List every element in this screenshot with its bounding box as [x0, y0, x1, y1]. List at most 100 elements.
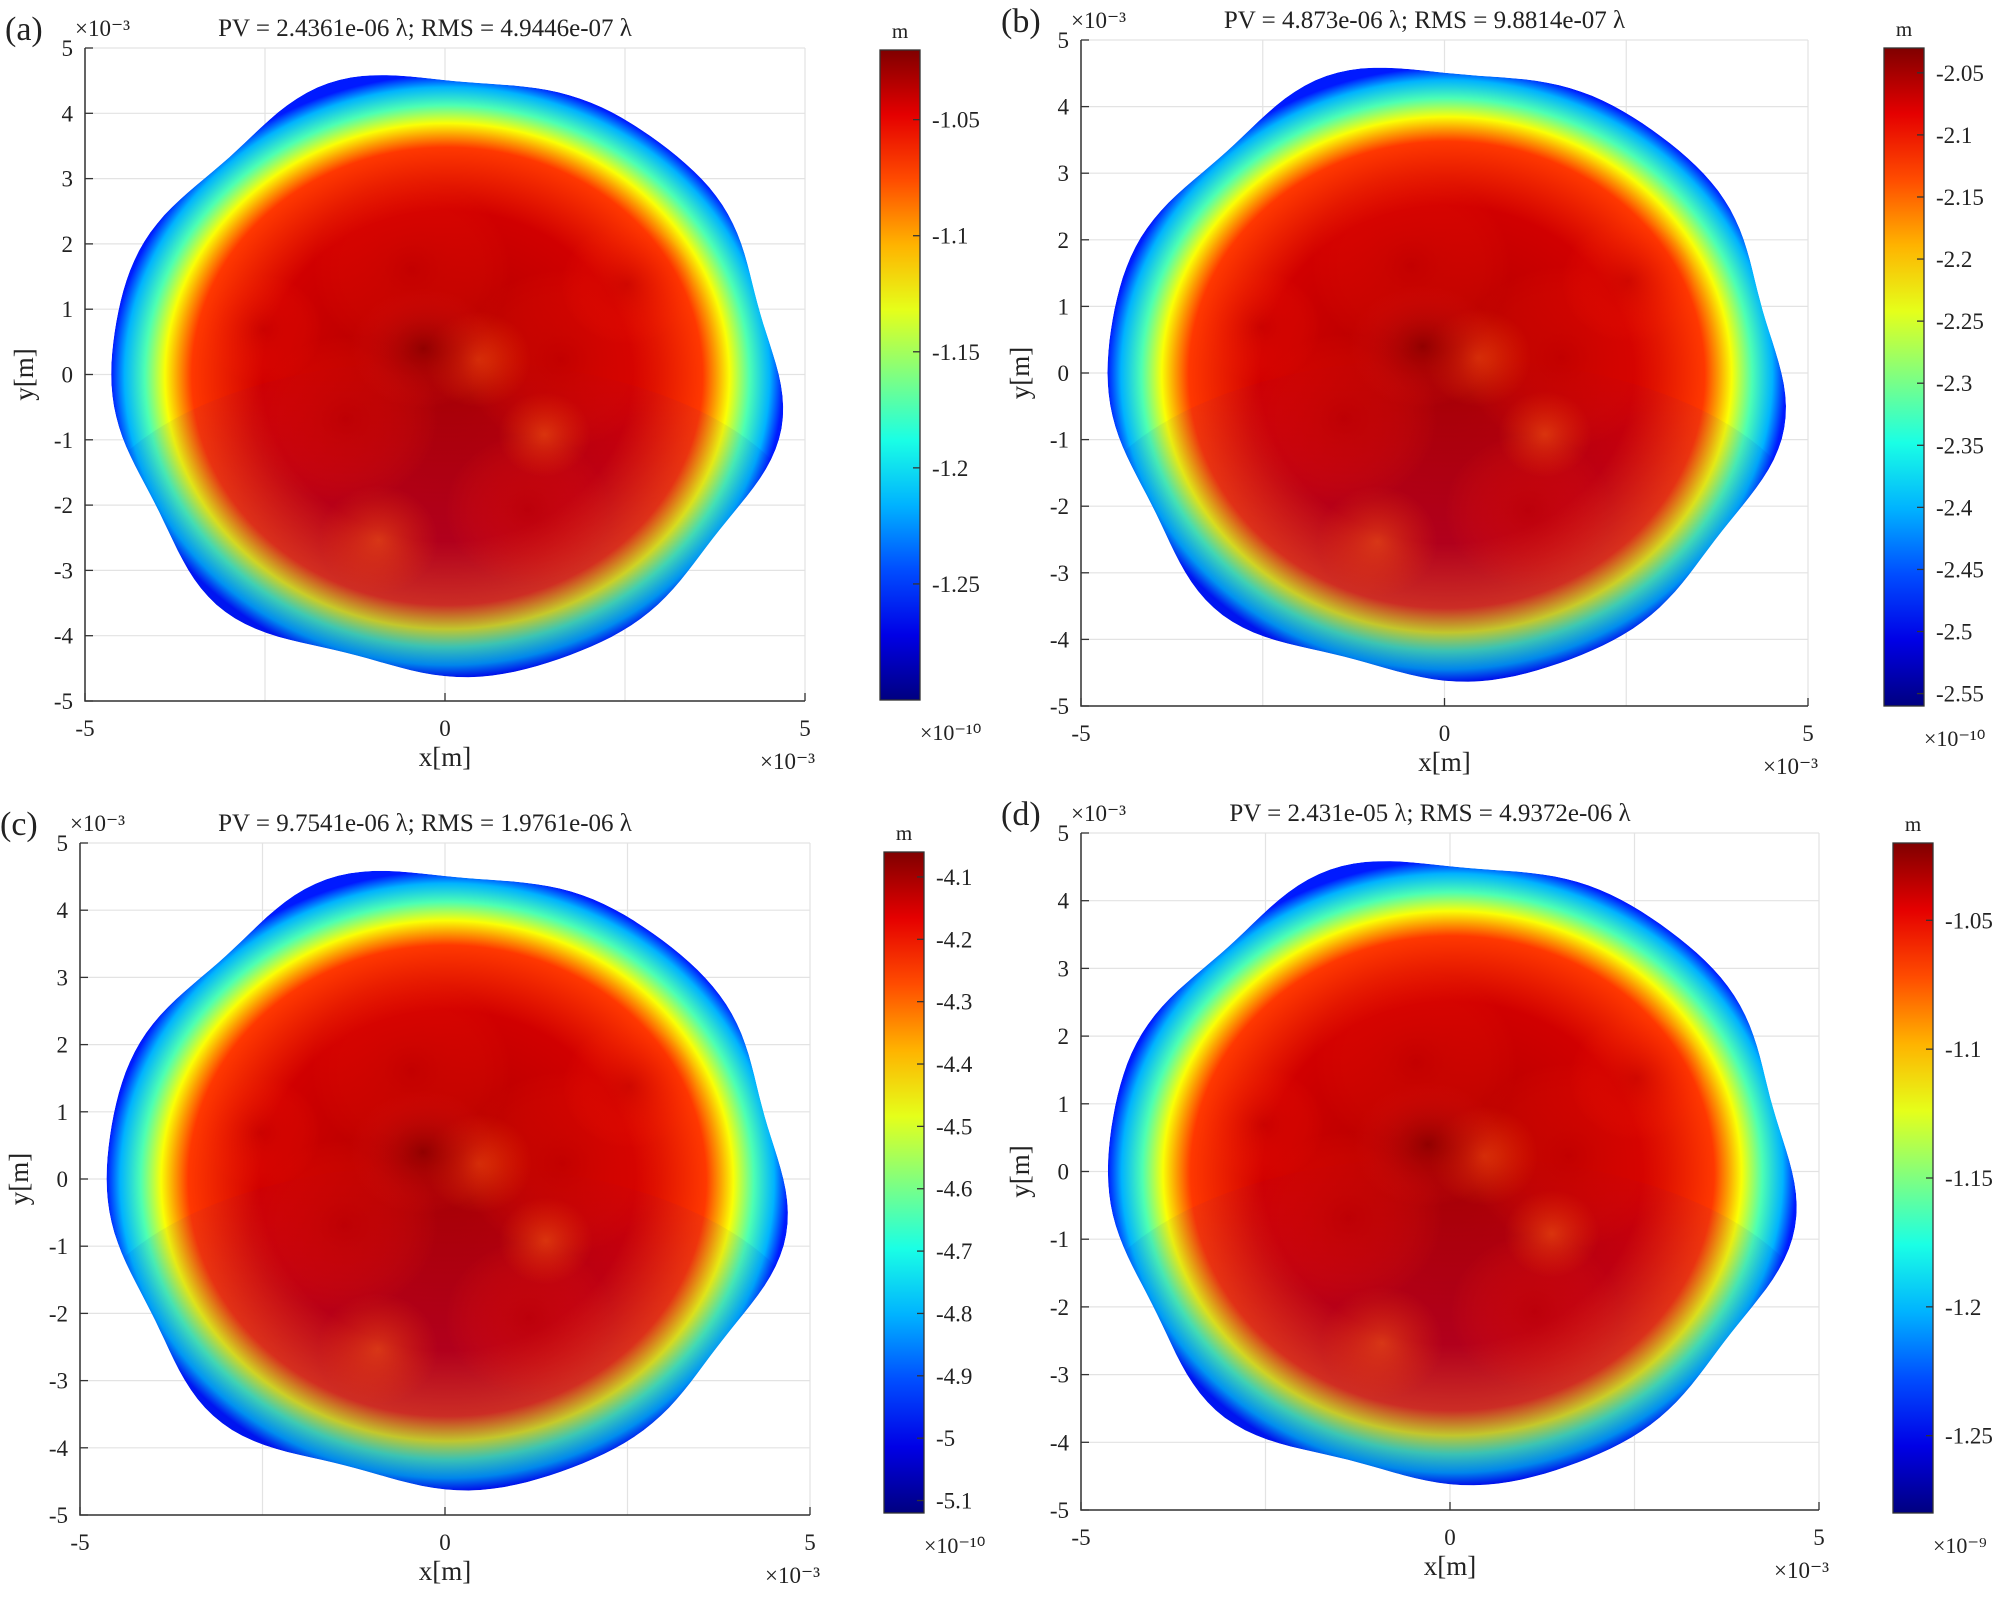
y-tick-label: -3 [54, 558, 73, 583]
panel-a: -5 -4 -3 -2 -1 0 1 2 3 4 5 -5 0 5 x[m] y[m] ×10⁻³ ×10⁻³ (a… [5, 11, 982, 774]
y-tick-label: 0 [1058, 361, 1070, 386]
panel-c: -5 -4 -3 -2 -1 0 1 2 3 4 5 -5 0 5 x[m] y[m] ×10⁻³ ×10⁻³ (c… [0, 806, 986, 1588]
y-tick-label: 1 [1058, 294, 1070, 319]
colorbar-unit: m [896, 821, 912, 845]
panel-label: (a) [5, 11, 43, 48]
y-tick-label: 1 [1058, 1092, 1070, 1117]
y-tick-label: 0 [62, 363, 74, 388]
y-tick-label: -4 [1050, 1430, 1070, 1455]
colorbar-exponent: ×10⁻¹⁰ [1924, 726, 1986, 751]
x-tick-label: 5 [1802, 721, 1814, 746]
colorbar-tick-label: -4.5 [936, 1114, 972, 1139]
x-exponent: ×10⁻³ [1774, 1558, 1829, 1583]
x-tick-label: -5 [1071, 1525, 1090, 1550]
colorbar-tick-label: -4.9 [936, 1364, 972, 1389]
y-tick-label: 2 [57, 1033, 69, 1058]
x-exponent: ×10⁻³ [1763, 754, 1818, 779]
y-tick-label: 5 [62, 36, 74, 61]
x-tick-label: -5 [1071, 721, 1090, 746]
colorbar-unit: m [1905, 812, 1921, 836]
colorbar-tick-label: -1.15 [1945, 1166, 1993, 1191]
y-tick-label: 4 [62, 101, 74, 126]
y-tick-label: -4 [1050, 627, 1070, 652]
x-tick-label: 5 [1813, 1525, 1825, 1550]
panel-label: (b) [1001, 3, 1041, 40]
y-tick-label: 1 [57, 1100, 69, 1125]
colorbar-tick-label: -2.15 [1936, 185, 1984, 210]
colorbar-tick-label: -2.4 [1936, 495, 1973, 520]
y-tick-label: -1 [54, 428, 73, 453]
x-tick-label: -5 [75, 716, 94, 741]
y-exponent: ×10⁻³ [1071, 801, 1126, 826]
colorbar-exponent: ×10⁻¹⁰ [920, 720, 982, 745]
heatmap-surface [111, 75, 784, 678]
colorbar-tick-label: -1.25 [1945, 1424, 1993, 1449]
y-tick-label: -1 [1050, 1227, 1069, 1252]
y-tick-label: 2 [1058, 228, 1070, 253]
y-axis-label: y[m] [1005, 347, 1035, 399]
y-tick-label: -4 [49, 1436, 69, 1461]
y-tick-label: -1 [1050, 428, 1069, 453]
panel-title: PV = 2.431e-05 λ; RMS = 4.9372e-06 λ [1229, 800, 1630, 827]
x-tick-label: 5 [804, 1530, 816, 1555]
y-tick-label: -3 [1050, 561, 1069, 586]
y-tick-label: -1 [49, 1234, 68, 1259]
y-exponent: ×10⁻³ [75, 16, 130, 41]
colorbar-tick-label: -2.05 [1936, 61, 1984, 86]
y-tick-label: -3 [49, 1369, 68, 1394]
colorbar-tick-label: -1.05 [932, 108, 980, 133]
colorbar-tick-label: -1.15 [932, 340, 980, 365]
y-tick-label: 3 [62, 167, 74, 192]
colorbar-tick-label: -4.8 [936, 1301, 972, 1326]
colorbar [883, 851, 925, 1514]
panel-b: -5 -4 -3 -2 -1 0 1 2 3 4 5 -5 0 5 x[m] y[m] ×10⁻³ ×10⁻³ (b… [1001, 3, 1986, 779]
y-axis-label: y[m] [9, 348, 39, 400]
colorbar [1892, 842, 1934, 1514]
y-tick-label: -5 [49, 1503, 68, 1528]
x-tick-label: 0 [1439, 721, 1451, 746]
colorbar-tick-label: -1.25 [932, 572, 980, 597]
colorbar-tick-label: -2.45 [1936, 557, 1984, 582]
colorbar-unit: m [1896, 17, 1912, 41]
colorbar-tick-label: -2.1 [1936, 123, 1972, 148]
colorbar-tick-label: -2.25 [1936, 309, 1984, 334]
y-tick-label: 0 [1058, 1160, 1070, 1185]
y-tick-label: -5 [54, 689, 73, 714]
y-tick-label: -2 [1050, 494, 1069, 519]
x-tick-label: 0 [1444, 1525, 1456, 1550]
colorbar [879, 49, 921, 701]
x-axis-label: x[m] [1418, 747, 1470, 777]
y-tick-label: 2 [62, 232, 74, 257]
y-exponent: ×10⁻³ [1071, 8, 1126, 33]
colorbar-tick-label: -4.3 [936, 990, 972, 1015]
x-tick-label: 0 [439, 716, 451, 741]
colorbar-tick-label: -1.1 [932, 224, 968, 249]
y-tick-label: 3 [57, 965, 69, 990]
y-tick-label: 4 [57, 898, 69, 923]
colorbar [1883, 47, 1925, 707]
x-exponent: ×10⁻³ [760, 749, 815, 774]
x-tick-label: 5 [799, 716, 811, 741]
y-tick-label: 0 [57, 1167, 69, 1192]
x-axis-label: x[m] [419, 742, 471, 772]
panel-label: (c) [0, 806, 38, 843]
y-tick-label: 4 [1058, 95, 1070, 120]
panel-title: PV = 2.4361e-06 λ; RMS = 4.9446e-07 λ [218, 15, 632, 42]
panel-title: PV = 9.7541e-06 λ; RMS = 1.9761e-06 λ [218, 810, 632, 837]
x-axis-label: x[m] [419, 1556, 471, 1586]
y-tick-label: -2 [49, 1301, 68, 1326]
y-tick-label: 1 [62, 297, 74, 322]
panel-label: (d) [1001, 796, 1041, 833]
y-axis-label: y[m] [4, 1153, 34, 1205]
y-tick-label: 3 [1058, 956, 1070, 981]
colorbar-unit: m [892, 19, 908, 43]
colorbar-tick-label: -4.4 [936, 1052, 973, 1077]
x-exponent: ×10⁻³ [765, 1563, 820, 1588]
y-tick-label: -5 [1050, 694, 1069, 719]
y-tick-label: -5 [1050, 1498, 1069, 1523]
y-tick-label: 2 [1058, 1024, 1070, 1049]
y-tick-label: -3 [1050, 1363, 1069, 1388]
y-tick-label: -2 [1050, 1295, 1069, 1320]
